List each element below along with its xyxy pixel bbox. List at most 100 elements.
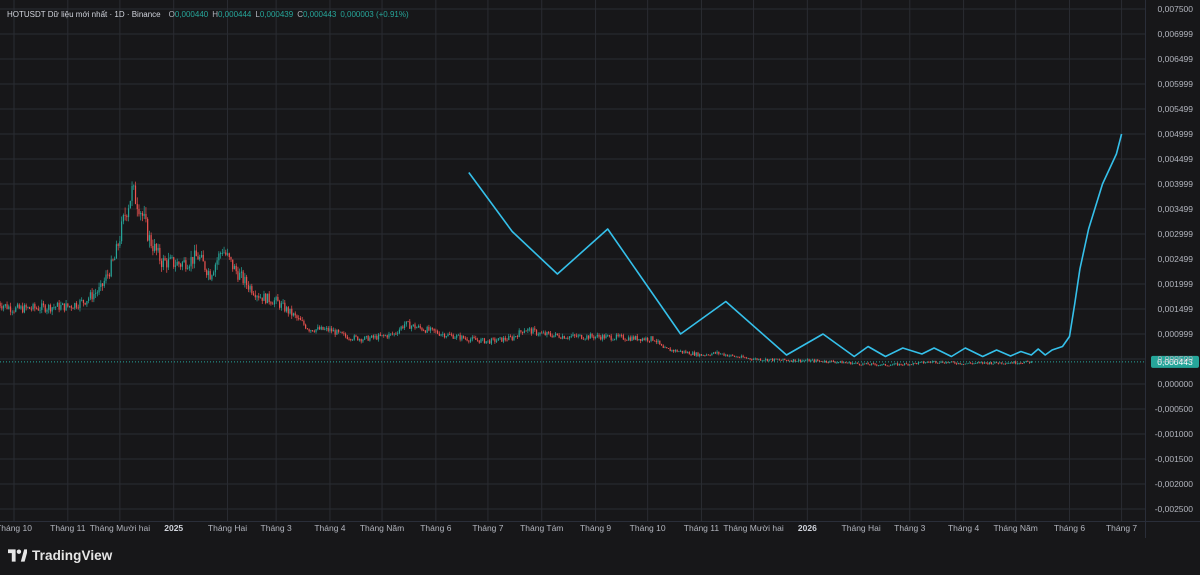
candle-body [707, 354, 709, 356]
candle-body [81, 299, 83, 301]
candle-body [789, 360, 791, 362]
candle-body [756, 358, 758, 360]
last-price-badge [1151, 355, 1199, 368]
candle-body [273, 300, 275, 305]
candle-body [393, 333, 395, 335]
candle-body [940, 361, 942, 363]
candle-body [369, 337, 371, 341]
candle-body [166, 260, 168, 268]
brand-name: TradingView [32, 548, 113, 563]
candle-body [348, 339, 350, 340]
candle-body [636, 335, 638, 341]
candle-body [962, 364, 965, 365]
candle-body [265, 293, 267, 304]
candle-body [558, 335, 560, 338]
candle-body [546, 332, 548, 336]
candle-body [520, 330, 522, 332]
price-axis[interactable]: 0,007500 0,006999 0,006499 0,005999 0,005499… [1155, 4, 1194, 514]
candle-body [923, 361, 925, 364]
candle-body [603, 335, 605, 339]
price-chart[interactable]: 0,000443 0,007500 0,006999 0,006499 0,00599… [0, 0, 1200, 538]
candle-body [213, 272, 215, 276]
candlesticks [0, 181, 1032, 367]
candle-body [659, 340, 661, 345]
tradingview-logo-icon [8, 549, 27, 562]
candle-body [499, 337, 501, 339]
last-price-line-group: 0,000443 [0, 355, 1199, 368]
candle-body [410, 326, 413, 329]
x-tick-label: Tháng 6 [420, 523, 451, 533]
y-tick-label: 0,007500 [1158, 4, 1194, 14]
candle-body [115, 244, 118, 259]
candle-body [508, 336, 510, 341]
candle-body [744, 357, 746, 359]
candle-body [782, 358, 784, 361]
candle-body [122, 215, 124, 222]
candle-body [912, 362, 914, 365]
candle-body [874, 363, 876, 365]
candle-body [306, 328, 308, 330]
candle-body [914, 362, 916, 364]
candle-body [572, 334, 574, 336]
candle-body [407, 321, 409, 323]
candle-body [838, 362, 840, 363]
candle-body [344, 333, 347, 337]
candle-body [1030, 361, 1032, 363]
candle-body [280, 303, 282, 308]
candle-body [683, 351, 685, 353]
tradingview-brand[interactable]: TradingView [8, 548, 112, 563]
candle-body [785, 360, 788, 361]
candle-body [294, 313, 296, 316]
candle-body [870, 363, 873, 365]
candle-body [865, 363, 867, 364]
candle-body [279, 301, 281, 308]
candle-body [501, 337, 503, 342]
candle-body [843, 362, 845, 364]
candle-body [372, 335, 374, 338]
candle-body [289, 308, 291, 314]
candle-body [575, 335, 578, 337]
candle-body [150, 235, 152, 247]
candle-body [134, 185, 137, 204]
candle-body [140, 213, 142, 215]
candle-body [476, 339, 479, 341]
high-value: 0,000444 [218, 10, 252, 19]
candle-body [336, 329, 338, 335]
candle-body [692, 352, 694, 355]
candle-body [235, 265, 237, 272]
candle-body [891, 364, 894, 366]
candle-body [428, 326, 430, 331]
x-tick-label: Tháng 4 [948, 523, 979, 533]
x-tick-label: Tháng Mười hai [723, 523, 784, 533]
candle-body [792, 359, 795, 362]
candle-body [725, 354, 727, 356]
open-label: O [168, 10, 175, 19]
candle-body [261, 297, 263, 301]
candle-body [930, 362, 932, 363]
candle-body [723, 353, 725, 356]
candle-body [794, 359, 796, 362]
candle-body [239, 272, 241, 280]
candle-body [404, 324, 406, 328]
candle-body [121, 221, 123, 242]
candle-body [881, 364, 883, 366]
candle-body [377, 334, 380, 340]
candle-body [209, 271, 211, 280]
candle-body [63, 303, 65, 311]
candle-body [834, 361, 836, 363]
candle-body [129, 200, 131, 209]
candle-body [848, 362, 850, 363]
candle-body [716, 351, 718, 354]
candle-body [13, 311, 15, 313]
candle-body [492, 338, 494, 340]
candle-body [77, 307, 79, 309]
candle-body [82, 299, 85, 303]
candle-body [4, 304, 6, 306]
candle-body [615, 334, 617, 339]
candle-body [199, 257, 201, 260]
candle-body [365, 335, 368, 337]
chart-area[interactable]: 0,000443 0,007500 0,006999 0,006499 0,00599… [0, 0, 1200, 538]
candle-body [964, 363, 966, 365]
candle-body [379, 334, 381, 336]
